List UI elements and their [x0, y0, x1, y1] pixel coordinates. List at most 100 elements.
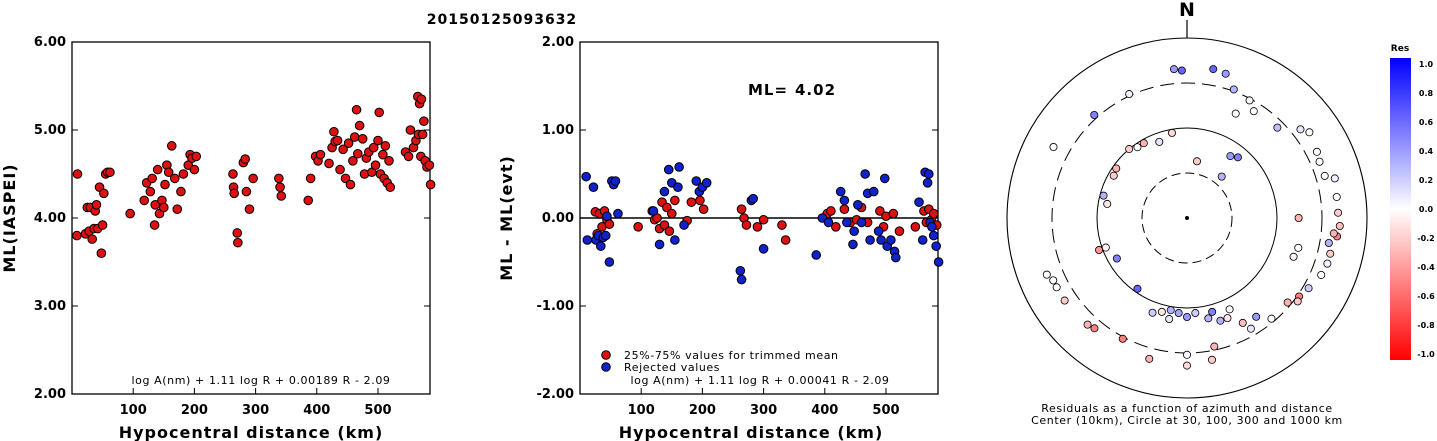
data-point-rejected — [736, 274, 747, 285]
polar-point — [1042, 270, 1051, 279]
data-point — [145, 186, 156, 197]
data-point-trimmed — [736, 204, 747, 214]
y-tick-label: -2.00 — [537, 387, 574, 402]
y-tick-label: 5.00 — [34, 123, 66, 138]
polar-point — [1229, 85, 1238, 94]
x-tick-label: 500 — [364, 403, 391, 418]
polar-point — [1145, 354, 1154, 363]
polar-point — [1177, 66, 1186, 75]
polar-point — [1273, 123, 1282, 132]
polar-point — [1090, 111, 1099, 120]
y-tick-label: 6.00 — [34, 35, 66, 50]
polar-point — [1148, 308, 1157, 317]
data-point — [417, 129, 428, 140]
polar-point — [1083, 320, 1092, 329]
polar-point — [1103, 199, 1112, 208]
data-point-trimmed — [875, 206, 885, 216]
colorbar: Res 1.0 0.8 0.6 0.4 0.2 0.0 -0.2 -0.4 -0.6 -0.8 -1… — [1390, 44, 1435, 360]
data-point — [240, 154, 250, 164]
data-point-rejected — [922, 178, 933, 188]
ml-label: ML= — [748, 81, 788, 99]
colorbar-tick-label: 0.6 — [1419, 118, 1434, 127]
legend-marker-trimmed — [601, 350, 611, 360]
data-point-rejected — [873, 226, 884, 236]
data-point — [370, 160, 381, 170]
polar-point — [1283, 298, 1292, 307]
y-axis-label-middle: ML - ML(evt) — [497, 155, 516, 281]
data-point — [403, 151, 414, 162]
y-tick-label: 0.00 — [542, 211, 574, 226]
x-axis-label-left: Hypocentral distance (km) — [119, 423, 384, 441]
data-point-rejected — [886, 235, 896, 245]
data-point — [149, 220, 160, 230]
colorbar-tick-label: -0.6 — [1417, 292, 1435, 301]
colorbar-tick-label: -1.0 — [1417, 350, 1435, 359]
data-point-rejected — [865, 235, 875, 245]
polar-point — [1167, 128, 1176, 137]
data-point — [305, 173, 316, 184]
polar-residuals — [1042, 65, 1344, 370]
data-point-rejected — [758, 244, 769, 254]
data-point — [191, 151, 202, 162]
panel-ml-vs-distance: 100 200 300 400 500 2.00 3.00 4.00 5.00 6.00 log … — [0, 35, 436, 441]
polar-point — [1334, 208, 1343, 217]
polar-point — [1204, 314, 1213, 323]
data-point — [170, 173, 180, 184]
data-point-trimmed — [686, 197, 697, 207]
data-point-rejected — [581, 171, 591, 182]
data-point — [172, 204, 183, 214]
data-point-rejected — [823, 217, 834, 228]
data-point-rejected — [839, 195, 850, 206]
data-point — [189, 164, 200, 175]
data-point — [248, 173, 258, 184]
y-tick-label: 2.00 — [542, 35, 574, 50]
data-point-trimmed — [888, 208, 899, 219]
data-point — [91, 200, 102, 210]
data-point-trimmed — [758, 214, 769, 225]
data-point-rejected — [604, 257, 615, 267]
polar-point — [1245, 96, 1254, 105]
y-tick-label: 4.00 — [34, 211, 66, 226]
polar-point — [1209, 65, 1218, 74]
data-point-rejected — [588, 182, 599, 192]
y-axis-label-left: ML(IASPEI) — [0, 163, 19, 272]
data-point-rejected — [613, 208, 623, 219]
x-tick-label: 200 — [689, 403, 716, 418]
data-point-trimmed — [752, 222, 763, 232]
data-point-rejected — [890, 252, 901, 263]
x-tick-label: 300 — [750, 403, 777, 418]
data-point — [232, 228, 243, 238]
polar-caption-1: Residuals as a function of azimuth and d… — [1041, 402, 1332, 415]
data-point-rejected — [924, 169, 934, 179]
data-point — [276, 191, 287, 201]
polar-point — [1320, 171, 1329, 180]
polar-point — [1090, 324, 1099, 333]
polar-point — [1223, 314, 1232, 323]
x-tick-label: 400 — [303, 403, 330, 418]
polar-point — [1166, 306, 1175, 315]
series-ml — [72, 91, 436, 258]
data-point-rejected — [610, 176, 621, 186]
data-point — [97, 220, 108, 230]
data-point — [385, 182, 396, 192]
polar-point — [1157, 307, 1166, 316]
data-point — [340, 173, 351, 184]
polar-point — [1052, 283, 1061, 292]
y-tick-label: 1.00 — [542, 123, 574, 138]
y-tick-label: 3.00 — [34, 299, 66, 314]
data-point-rejected — [914, 197, 924, 207]
data-point — [349, 132, 360, 142]
center-marker — [1185, 216, 1189, 220]
polar-point — [1101, 243, 1110, 252]
data-point — [99, 188, 109, 199]
data-point-rejected — [602, 211, 612, 222]
data-point-trimmed — [928, 208, 939, 219]
colorbar-tick-label: 0.2 — [1419, 176, 1433, 185]
data-point-trimmed — [826, 206, 836, 216]
data-point-rejected — [928, 230, 939, 241]
ring-outer — [1006, 37, 1368, 399]
data-point-rejected — [835, 186, 846, 197]
legend-label-rejected: Rejected values — [624, 361, 720, 374]
polar-point — [1225, 305, 1234, 314]
polar-point — [1174, 309, 1183, 318]
